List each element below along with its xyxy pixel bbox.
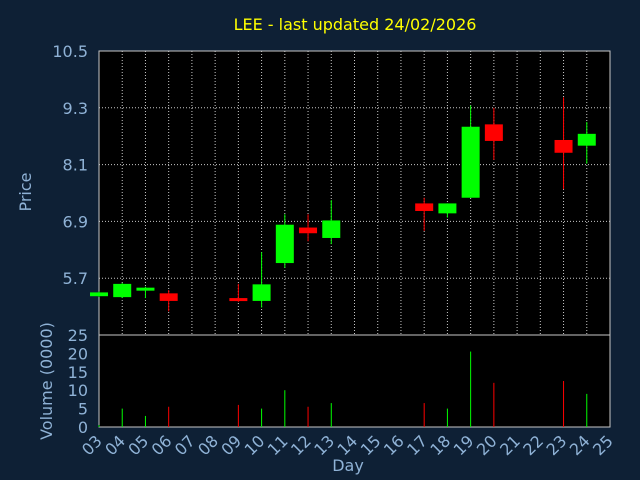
volume-tick-label: 15 bbox=[68, 363, 88, 382]
volume-axis-label: Volume (0000) bbox=[37, 322, 56, 440]
price-tick-labels: 10.5 9.3 8.1 6.9 5.7 bbox=[52, 42, 88, 288]
grid-lines bbox=[98, 50, 611, 335]
candle-body-03 bbox=[90, 292, 108, 297]
candles-layer bbox=[90, 97, 596, 312]
candle-body-05 bbox=[136, 287, 155, 291]
candle-body-13 bbox=[322, 220, 341, 238]
candle-body-18 bbox=[438, 203, 457, 214]
candle-body-04 bbox=[113, 283, 132, 298]
candle-body-06 bbox=[159, 293, 178, 301]
price-tick-label: 10.5 bbox=[52, 42, 88, 61]
volume-tick-label: 10 bbox=[68, 381, 88, 400]
price-tick-label: 9.3 bbox=[63, 99, 88, 118]
candle-body-09 bbox=[229, 298, 248, 302]
day-tick-labels: 0304050607080910111213141516171819202122… bbox=[78, 431, 617, 459]
chart-title: LEE - last updated 24/02/2026 bbox=[234, 15, 477, 34]
day-tick-label: 25 bbox=[589, 431, 617, 459]
volume-tick-label: 5 bbox=[78, 400, 88, 419]
candle-body-24 bbox=[577, 133, 596, 146]
candle-body-19 bbox=[461, 126, 480, 198]
candle-body-10 bbox=[252, 284, 271, 301]
volume-plot-area bbox=[98, 334, 611, 428]
volume-tick-label: 20 bbox=[68, 344, 88, 363]
candle-body-23 bbox=[554, 139, 573, 153]
price-tick-label: 6.9 bbox=[63, 212, 88, 231]
volume-tick-label: 25 bbox=[68, 326, 88, 345]
x-axis-label: Day bbox=[332, 456, 364, 475]
candle-body-11 bbox=[275, 224, 294, 264]
candle-body-20 bbox=[484, 124, 503, 141]
volume-tick-label: 0 bbox=[78, 418, 88, 437]
volume-bars-layer bbox=[98, 351, 588, 427]
candle-body-12 bbox=[299, 227, 318, 234]
price-tick-label: 5.7 bbox=[63, 269, 88, 288]
candle-body-17 bbox=[415, 203, 434, 211]
price-axis-label: Price bbox=[16, 172, 35, 211]
price-tick-label: 8.1 bbox=[63, 156, 88, 175]
